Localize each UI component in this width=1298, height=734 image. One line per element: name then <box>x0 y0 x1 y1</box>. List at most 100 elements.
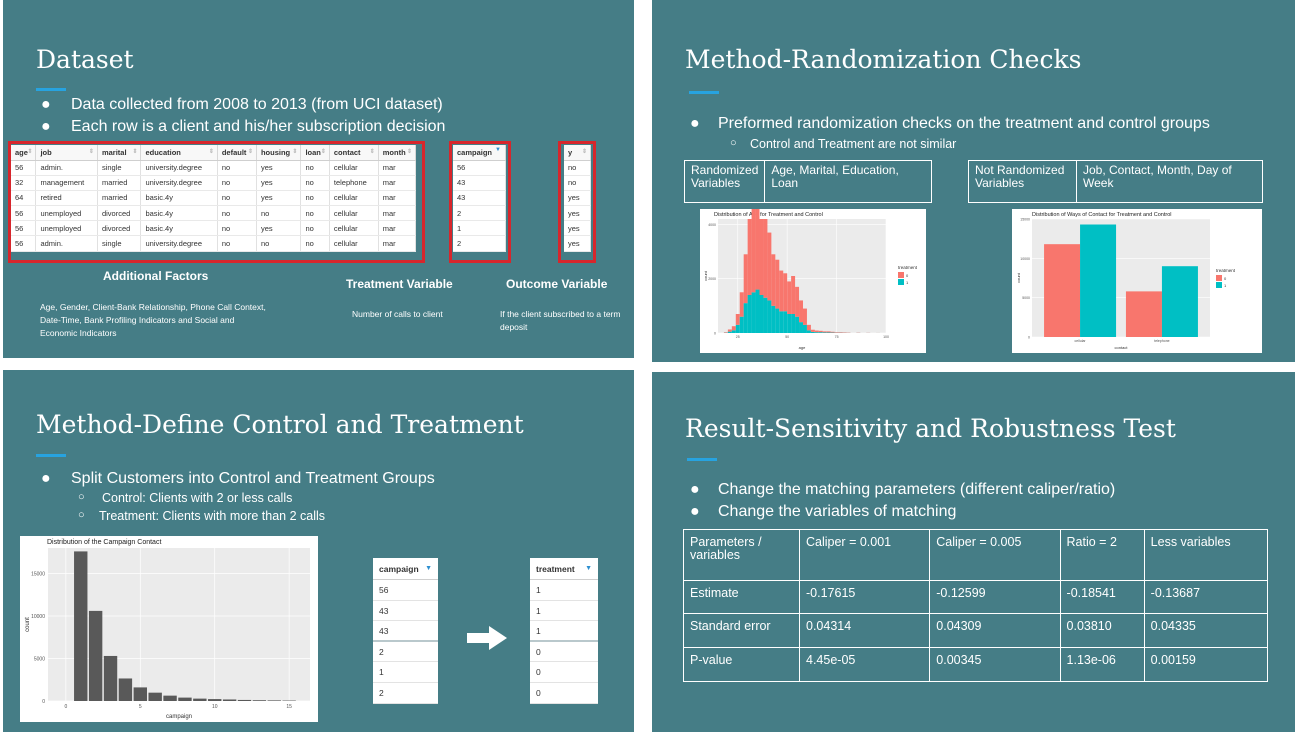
bar-control <box>767 232 772 301</box>
legend-label: 0 <box>906 273 909 278</box>
table-cell: 4.45e-05 <box>798 647 931 682</box>
table-cell: no <box>564 175 591 191</box>
column-header[interactable]: contact ⇕ <box>329 145 379 161</box>
table-row: 56 unemployed divorced basic.4y no yes no cellu… <box>11 220 417 237</box>
bar-control <box>739 292 744 317</box>
table-cell: 1 <box>373 662 438 683</box>
table-row: 2 <box>453 235 506 252</box>
x-axis-label: campaign <box>166 714 192 720</box>
bar-control <box>826 331 831 333</box>
bar-control <box>759 219 764 295</box>
sensitivity-results-table: Parameters / variables Caliper = 0.001 Cal… <box>683 529 1269 682</box>
table-cell: yes <box>256 175 302 191</box>
bar-control <box>791 276 796 314</box>
sort-icon[interactable]: ⇕ <box>27 149 33 155</box>
title-accent-bar <box>687 458 717 461</box>
legend-swatch <box>898 279 904 285</box>
chart-title: Distribution of Ways of Contact for Trea… <box>1032 212 1172 218</box>
x-tick-label: 100 <box>883 335 889 339</box>
table-cell: 2 <box>373 642 438 663</box>
table-cell: -0.17615 <box>798 579 931 615</box>
outcome-highlight-box <box>558 141 596 263</box>
table-cell: yes <box>564 235 591 252</box>
campaign-distribution-chart: Distribution of the Campaign Contact 0 500… <box>20 536 318 722</box>
column-header[interactable]: marital ⇕ <box>97 145 142 161</box>
age-distribution-chart: Distribution of Age for Treatment and Co… <box>700 209 926 353</box>
sort-icon[interactable]: ⇕ <box>292 149 298 155</box>
bar <box>208 699 222 701</box>
table-row: no <box>564 175 591 191</box>
column-header: Caliper = 0.001 <box>798 529 931 581</box>
table-row: no <box>564 160 591 176</box>
table-cell: retired <box>35 190 98 207</box>
table-cell: admin. <box>35 235 98 252</box>
sort-icon[interactable]: ⇕ <box>369 149 375 155</box>
arrow-right-icon <box>467 626 507 655</box>
table-row: 64 retired married basic.4y no yes no cellular m… <box>11 190 417 207</box>
x-axis-label: age <box>799 345 806 350</box>
sort-icon[interactable]: ⇕ <box>88 149 94 155</box>
table-row: yes <box>564 205 591 222</box>
x-tick-label: 10 <box>212 704 218 710</box>
table-row: 56 unemployed divorced basic.4y no no no cellul… <box>11 205 417 222</box>
table-cell: no <box>256 235 302 252</box>
y-tick-label: 4000 <box>708 223 716 227</box>
bar <box>178 697 192 701</box>
column-header[interactable]: treatment ▼ <box>530 558 598 580</box>
table-cell: 0 <box>530 662 598 683</box>
bar <box>118 678 133 701</box>
column-header-label: month <box>382 147 406 157</box>
column-header[interactable]: default ⇕ <box>217 145 257 161</box>
table-cell: no <box>217 235 257 252</box>
sort-icon[interactable]: ⇕ <box>406 149 412 155</box>
column-header[interactable]: job ⇕ <box>35 145 98 161</box>
bar-treatment <box>818 332 823 333</box>
column-header[interactable]: campaign ▼ <box>453 145 506 161</box>
table-cell: married <box>97 190 142 207</box>
table-cell: basic.4y <box>140 205 218 222</box>
sort-icon[interactable]: ⇕ <box>247 149 253 155</box>
table-cell: married <box>97 175 142 191</box>
column-header-label: loan <box>305 147 321 157</box>
column-header[interactable]: campaign ▼ <box>373 558 438 580</box>
column-header[interactable]: loan ⇕ <box>300 145 330 161</box>
column-header: Parameters / variables <box>683 529 800 581</box>
table-cell: 56 <box>11 160 37 176</box>
sort-icon[interactable]: ⇕ <box>132 149 138 155</box>
bar-treatment <box>783 311 788 333</box>
column-header[interactable]: age ⇕ <box>11 145 37 161</box>
outcome-variable-text: If the client subscribed to a term depos… <box>500 309 621 332</box>
column-header[interactable]: y ⇕ <box>564 145 591 161</box>
table-row: 1 <box>453 220 506 237</box>
bar-treatment <box>763 297 768 333</box>
bar <box>163 695 177 701</box>
table-cell: no <box>217 205 257 222</box>
x-tick-label: telephone <box>1154 339 1169 343</box>
table-row: 43 <box>453 175 506 191</box>
table-cell: no <box>300 205 330 222</box>
y-grid: y ⇕ no no yes yes yes yes <box>564 145 591 252</box>
legend-swatch <box>1216 282 1222 288</box>
table-cell: 56 <box>453 160 506 176</box>
table-cell: unemployed <box>35 205 98 222</box>
contact-distribution-chart: Distribution of Ways of Contact for Trea… <box>1012 209 1262 353</box>
bar <box>103 655 118 701</box>
column-header[interactable]: housing ⇕ <box>256 145 302 161</box>
table-cell: mar <box>378 175 417 191</box>
column-header[interactable]: education ⇕ <box>140 145 218 161</box>
y-tick-label: 10000 <box>1020 257 1030 261</box>
sort-icon[interactable]: ⇕ <box>320 149 326 155</box>
table-row: 2 <box>453 205 506 222</box>
x-tick-label: 50 <box>785 335 789 339</box>
sort-icon[interactable]: ⇕ <box>208 149 214 155</box>
table-cell: basic.4y <box>140 190 218 207</box>
bar-control <box>747 219 752 295</box>
table-row: yes <box>564 190 591 207</box>
treatment-variable-title: Treatment Variable <box>346 277 453 291</box>
table-row: yes <box>564 235 591 252</box>
column-header[interactable]: month ⇕ <box>378 145 417 161</box>
column-header: Less variables <box>1143 529 1269 581</box>
bar-treatment <box>779 311 784 333</box>
additional-factors-text: Age, Gender, Client-Bank Relationship, P… <box>40 302 266 338</box>
